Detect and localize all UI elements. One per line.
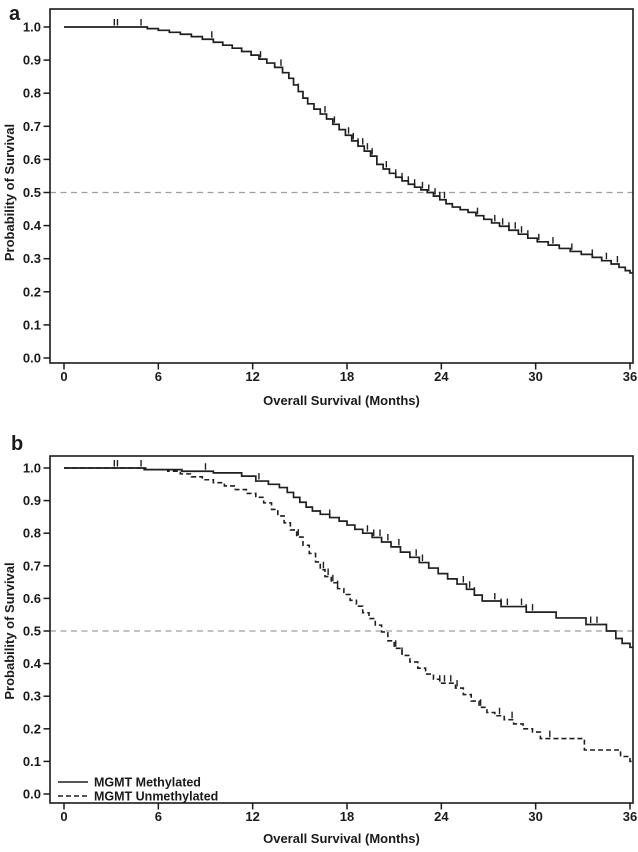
x-axis: 0 6 12 18 24 30 36 — [60, 363, 637, 384]
x-tick-label: 24 — [434, 369, 449, 384]
panel-b: 0.0 0.1 0.2 0.3 0.4 0.5 0.6 0.7 0.8 0.9 1.0 0 6 12 18 2… — [0, 426, 638, 852]
x-tick-label: 12 — [245, 809, 259, 824]
x-tick-label: 0 — [60, 809, 67, 824]
censor-marks-solid — [113, 460, 598, 623]
y-axis-label: Probability of Survival — [2, 124, 17, 261]
y-tick-label: 1.0 — [23, 461, 41, 476]
y-tick-label: 0.8 — [23, 86, 41, 101]
y-tick-label: 0.0 — [23, 787, 41, 802]
panel-a: 0.0 0.1 0.2 0.3 0.4 0.5 0.6 0.7 0.8 0.9 1.0 0 6 12 18 2… — [0, 0, 638, 426]
y-tick-label: 0.6 — [23, 591, 41, 606]
y-tick-label: 0.1 — [23, 754, 41, 769]
y-tick-label: 0.5 — [23, 185, 41, 200]
y-tick-label: 0.9 — [23, 493, 41, 508]
y-tick-label: 0.9 — [23, 53, 41, 68]
panel-a-chart: 0.0 0.1 0.2 0.3 0.4 0.5 0.6 0.7 0.8 0.9 1.0 0 6 12 18 2… — [0, 0, 638, 426]
y-tick-label: 0.6 — [23, 152, 41, 167]
y-tick-label: 0.1 — [23, 317, 41, 332]
legend-label: MGMT Unmethylated — [94, 790, 218, 804]
y-tick-label: 0.3 — [23, 251, 41, 266]
y-axis: 0.0 0.1 0.2 0.3 0.4 0.5 0.6 0.7 0.8 0.9 1.0 — [23, 461, 50, 802]
x-tick-label: 6 — [155, 809, 162, 824]
x-tick-label: 0 — [60, 369, 67, 384]
x-tick-label: 30 — [528, 369, 542, 384]
km-curve-solid — [64, 26, 633, 274]
panel-background — [0, 426, 638, 852]
panel-b-chart: 0.0 0.1 0.2 0.3 0.4 0.5 0.6 0.7 0.8 0.9 1.0 0 6 12 18 2… — [0, 426, 638, 852]
y-axis-label: Probability of Survival — [2, 562, 17, 699]
plot-border — [49, 8, 634, 364]
y-tick-label: 0.2 — [23, 284, 41, 299]
panel-letter: a — [9, 3, 21, 25]
y-axis: 0.0 0.1 0.2 0.3 0.4 0.5 0.6 0.7 0.8 0.9 1.0 — [23, 20, 50, 366]
plot-border — [49, 455, 634, 804]
y-tick-label: 1.0 — [23, 20, 41, 35]
panel-background — [0, 0, 638, 426]
y-tick-label: 0.2 — [23, 721, 41, 736]
censor-marks-dashed — [140, 460, 551, 738]
legend-label: MGMT Methylated — [94, 776, 201, 790]
km-curve-dashed — [64, 467, 633, 763]
x-tick-label: 36 — [623, 369, 637, 384]
x-axis: 0 6 12 18 24 30 36 — [60, 803, 637, 824]
y-tick-label: 0.3 — [23, 689, 41, 704]
y-tick-label: 0.0 — [23, 351, 41, 366]
x-tick-label: 6 — [155, 369, 162, 384]
y-tick-label: 0.8 — [23, 526, 41, 541]
x-tick-label: 36 — [623, 809, 637, 824]
x-tick-label: 24 — [434, 809, 449, 824]
x-tick-label: 12 — [245, 369, 259, 384]
x-axis-label: Overall Survival (Months) — [263, 831, 420, 846]
y-tick-label: 0.5 — [23, 624, 41, 639]
x-axis-label: Overall Survival (Months) — [263, 393, 420, 408]
y-tick-label: 0.7 — [23, 558, 41, 573]
censor-marks-solid — [113, 19, 619, 263]
y-tick-label: 0.4 — [23, 656, 42, 671]
x-tick-label: 18 — [340, 369, 354, 384]
y-tick-label: 0.4 — [23, 218, 42, 233]
x-tick-label: 30 — [528, 809, 542, 824]
x-tick-label: 18 — [340, 809, 354, 824]
y-tick-label: 0.7 — [23, 119, 41, 134]
panel-letter: b — [11, 433, 23, 455]
